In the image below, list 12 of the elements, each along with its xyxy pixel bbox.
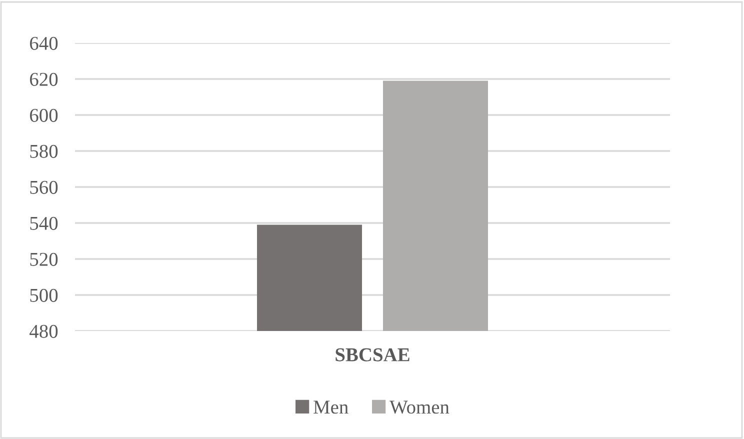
legend-label: Women bbox=[390, 400, 450, 414]
y-tick-label: 520 bbox=[30, 252, 58, 266]
y-tick-label: 480 bbox=[30, 324, 58, 338]
y-tick-label: 620 bbox=[30, 72, 58, 86]
x-tick-label: SBCSAE bbox=[336, 348, 410, 362]
legend-label: Men bbox=[314, 400, 348, 414]
y-tick-label: 540 bbox=[30, 216, 58, 230]
y-tick-label: 640 bbox=[30, 36, 58, 50]
y-tick-label: 600 bbox=[30, 108, 58, 122]
y-tick-label: 580 bbox=[30, 144, 58, 158]
y-tick-label: 500 bbox=[30, 288, 58, 302]
y-tick-label: 560 bbox=[30, 180, 58, 194]
